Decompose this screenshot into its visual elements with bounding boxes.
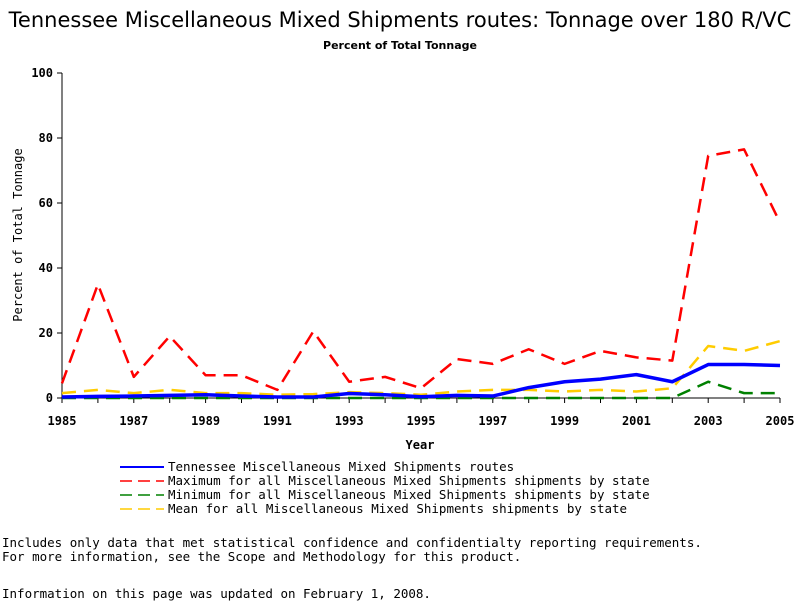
- y-tick-label: 20: [39, 326, 53, 340]
- line-chart: 0 20 40 60 80 100 1985 1987 1989 1991 1993 1995 1997…: [11, 66, 794, 452]
- y-tick-label: 40: [39, 261, 53, 275]
- y-tick-label: 80: [39, 131, 53, 145]
- x-tick-label: 1993: [335, 414, 364, 428]
- x-tick-label: 1985: [48, 414, 77, 428]
- legend-swatch-green-dashed: [120, 494, 164, 496]
- legend-label: Minimum for all Miscellaneous Mixed Ship…: [168, 487, 650, 502]
- chart-title: Tennessee Miscellaneous Mixed Shipments …: [8, 8, 792, 32]
- x-tick-label: 1989: [191, 414, 220, 428]
- y-axis-label: Percent of Total Tonnage: [11, 148, 25, 321]
- x-tick-label: 1999: [550, 414, 579, 428]
- y-tick-label: 60: [39, 196, 53, 210]
- x-tick-label: 2003: [694, 414, 723, 428]
- legend-label: Maximum for all Miscellaneous Mixed Ship…: [168, 473, 650, 488]
- x-tick-label: 2001: [622, 414, 651, 428]
- series-layer: [60, 148, 782, 400]
- series-line-0: [61, 362, 781, 399]
- series-line-3: [61, 339, 781, 396]
- x-tick-label: 2005: [766, 414, 795, 428]
- legend-swatch-yellow-dashed: [120, 508, 164, 510]
- axes: 0 20 40 60 80 100 1985 1987 1989 1991 1993 1995 1997…: [31, 66, 794, 428]
- legend-swatch-blue-solid: [120, 466, 164, 468]
- y-tick-label: 100: [31, 66, 53, 80]
- legend-label: Tennessee Miscellaneous Mixed Shipments …: [168, 459, 515, 474]
- series-line-1: [60, 148, 782, 392]
- x-tick-label: 1991: [263, 414, 292, 428]
- chart-subtitle: Percent of Total Tonnage: [323, 39, 477, 52]
- x-tick-label: 1997: [478, 414, 507, 428]
- legend-label: Mean for all Miscellaneous Mixed Shipmen…: [168, 501, 628, 516]
- x-tick-label: 1987: [119, 414, 148, 428]
- footnote-confidence: Includes only data that met statistical …: [2, 535, 702, 550]
- update-note: Information on this page was updated on …: [2, 586, 431, 601]
- footnotes: Includes only data that met statistical …: [2, 536, 702, 564]
- legend-swatch-red-dashed: [120, 480, 164, 482]
- footnote-methodology: For more information, see the Scope and …: [2, 549, 522, 564]
- x-tick-label: 1995: [407, 414, 436, 428]
- y-tick-label: 0: [46, 391, 53, 405]
- x-axis-label: Year: [406, 438, 435, 452]
